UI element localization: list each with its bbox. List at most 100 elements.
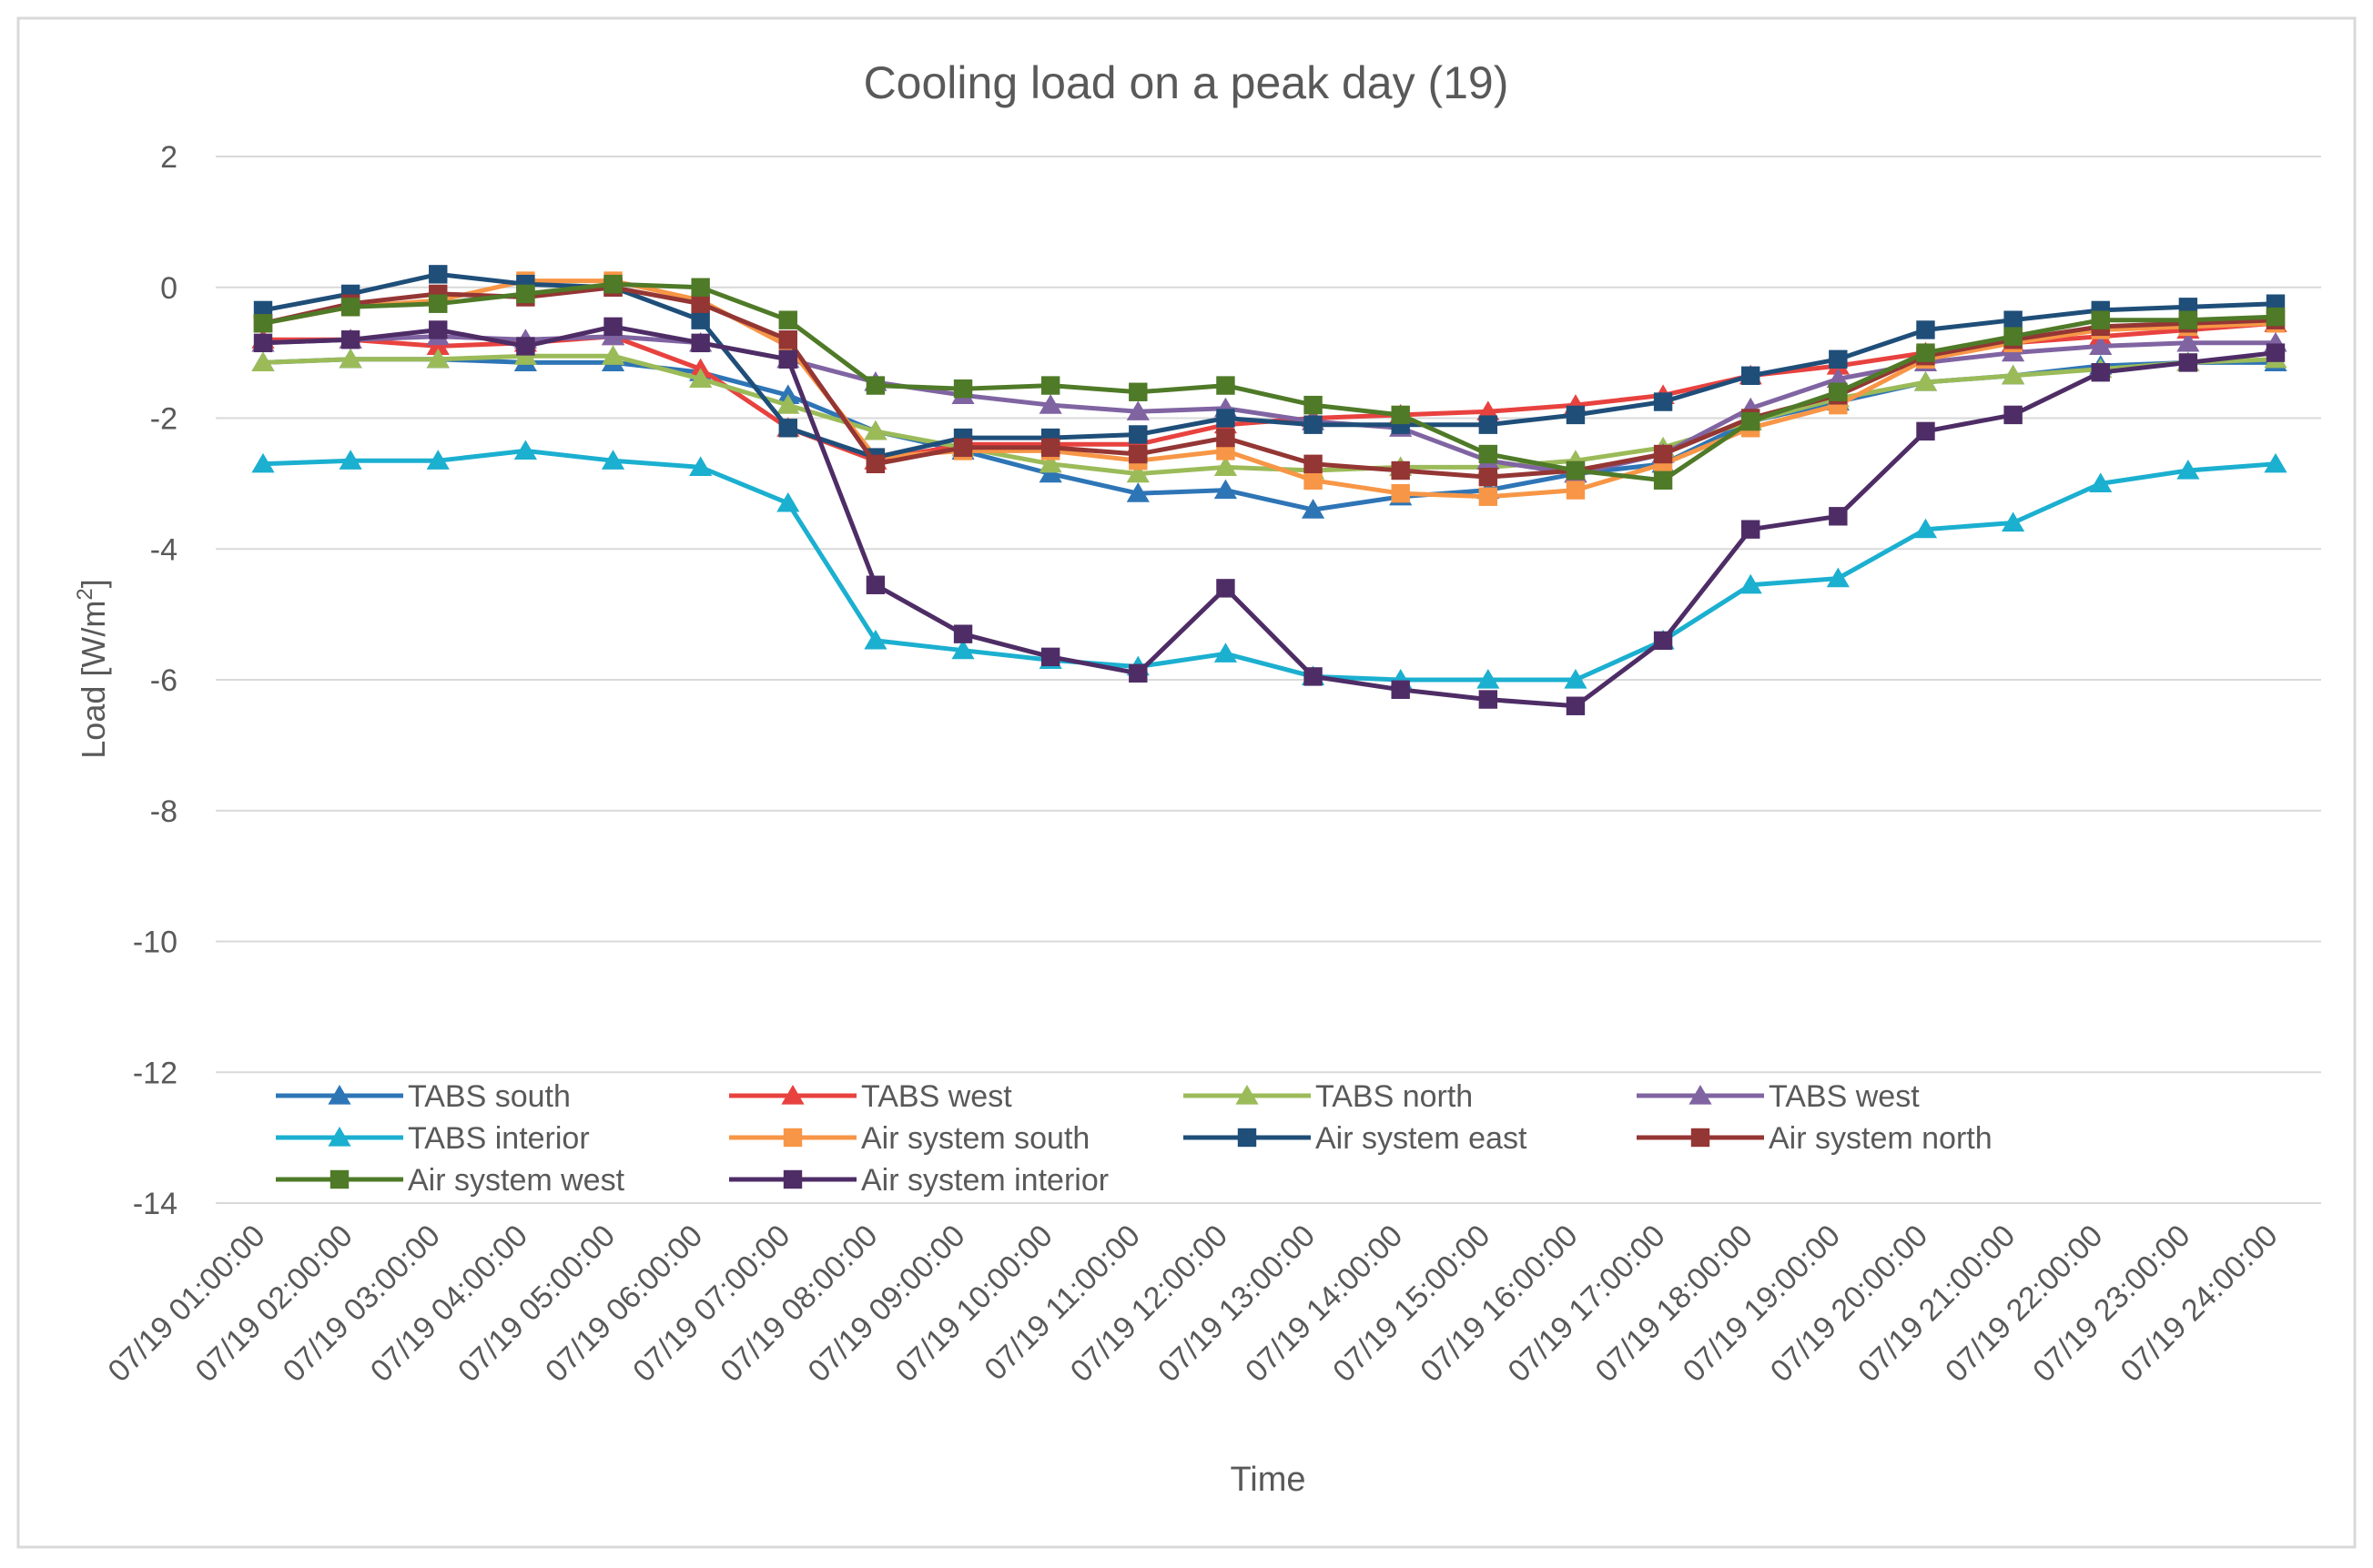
data-point <box>1303 667 1323 686</box>
data-point <box>2003 327 2023 346</box>
data-point <box>2003 310 2023 329</box>
y-tick-label: -10 <box>133 926 177 960</box>
data-point <box>1916 320 1935 339</box>
data-point <box>691 333 710 353</box>
data-point <box>1913 518 1938 539</box>
data-point <box>1216 428 1235 448</box>
legend-item: Air system west <box>276 1163 625 1198</box>
legend-marker <box>330 1169 350 1189</box>
data-point <box>953 379 973 399</box>
legend-label: Air system west <box>408 1163 625 1198</box>
legend-item: TABS west <box>1637 1079 1920 1114</box>
data-point <box>1653 631 1673 651</box>
data-point <box>601 345 625 365</box>
legend-label: TABS interior <box>408 1121 590 1156</box>
series-line <box>262 334 2276 477</box>
legend-label: Air system interior <box>861 1163 1109 1198</box>
data-point <box>1476 669 1500 689</box>
data-point <box>253 314 273 333</box>
data-point <box>2002 364 2025 385</box>
data-point <box>2091 310 2110 329</box>
data-point <box>251 452 275 473</box>
data-point <box>1129 382 1148 401</box>
y-tick-label: -4 <box>150 532 177 567</box>
data-point <box>426 450 450 470</box>
data-point <box>864 420 887 440</box>
data-point <box>1478 690 1498 709</box>
data-point <box>2264 452 2287 473</box>
legend-marker <box>1235 1085 1259 1105</box>
series-layer <box>251 265 2287 715</box>
data-point <box>953 438 973 458</box>
data-point <box>776 394 800 414</box>
data-point <box>2176 331 2200 352</box>
data-point <box>2089 472 2113 492</box>
legend-item: Air system north <box>1637 1121 1993 1156</box>
data-point <box>1303 415 1323 434</box>
data-point <box>429 265 448 284</box>
legend-marker <box>328 1127 351 1147</box>
data-point <box>426 348 450 369</box>
data-point <box>951 639 975 660</box>
data-point <box>689 368 713 388</box>
legend-marker <box>328 1085 351 1105</box>
data-point <box>2176 460 2200 480</box>
data-point <box>2178 310 2198 329</box>
data-point <box>1566 460 1586 481</box>
y-tick-label: -2 <box>150 402 177 437</box>
data-point <box>1040 438 1060 458</box>
data-point <box>866 454 886 474</box>
series-group <box>253 274 2286 490</box>
data-point <box>1653 392 1673 411</box>
legend-label: Air system east <box>1315 1121 1527 1156</box>
data-point <box>776 491 800 512</box>
data-point <box>953 624 973 643</box>
data-point <box>2091 362 2110 382</box>
legend-marker <box>1690 1128 1710 1148</box>
chart-title: Cooling load on a peak day (19) <box>864 57 1509 108</box>
y-tick-label: -12 <box>133 1056 177 1090</box>
legend-label: TABS west <box>1769 1079 1920 1114</box>
data-point <box>1826 567 1850 588</box>
legend-marker <box>783 1128 803 1148</box>
data-point <box>2266 343 2286 362</box>
data-point <box>778 419 797 438</box>
legend-item: TABS north <box>1183 1079 1473 1114</box>
data-point <box>866 376 886 395</box>
data-point <box>1478 467 1498 487</box>
y-tick-label: -14 <box>133 1187 177 1221</box>
legend-item: Air system interior <box>729 1163 1109 1198</box>
data-point <box>1216 409 1235 428</box>
legend-marker <box>783 1169 803 1189</box>
data-point <box>1213 479 1238 500</box>
data-point <box>2266 307 2286 327</box>
series-line <box>262 448 2277 683</box>
data-point <box>1741 520 1760 539</box>
data-point <box>1741 411 1760 431</box>
data-point <box>778 310 797 329</box>
series-group <box>253 317 2286 715</box>
series-line <box>262 324 2277 709</box>
data-point <box>691 278 710 297</box>
data-point <box>1129 663 1148 683</box>
data-point <box>1039 394 1062 414</box>
data-point <box>429 320 448 339</box>
legend-item: Air system east <box>1183 1121 1527 1156</box>
y-tick-label: 2 <box>160 140 177 175</box>
data-point <box>601 450 625 470</box>
y-tick-label: -8 <box>150 794 177 829</box>
data-point <box>1213 642 1238 663</box>
data-point <box>1391 405 1410 425</box>
data-point <box>603 317 623 337</box>
data-point <box>1478 444 1498 464</box>
data-point <box>339 348 362 369</box>
data-point <box>1739 573 1762 594</box>
legend-marker <box>1688 1085 1712 1105</box>
data-point <box>2089 335 2113 356</box>
legend-label: TABS west <box>861 1079 1012 1114</box>
data-point <box>340 330 360 349</box>
data-point <box>1741 366 1760 385</box>
data-point <box>1566 405 1586 425</box>
data-point <box>1478 415 1498 434</box>
